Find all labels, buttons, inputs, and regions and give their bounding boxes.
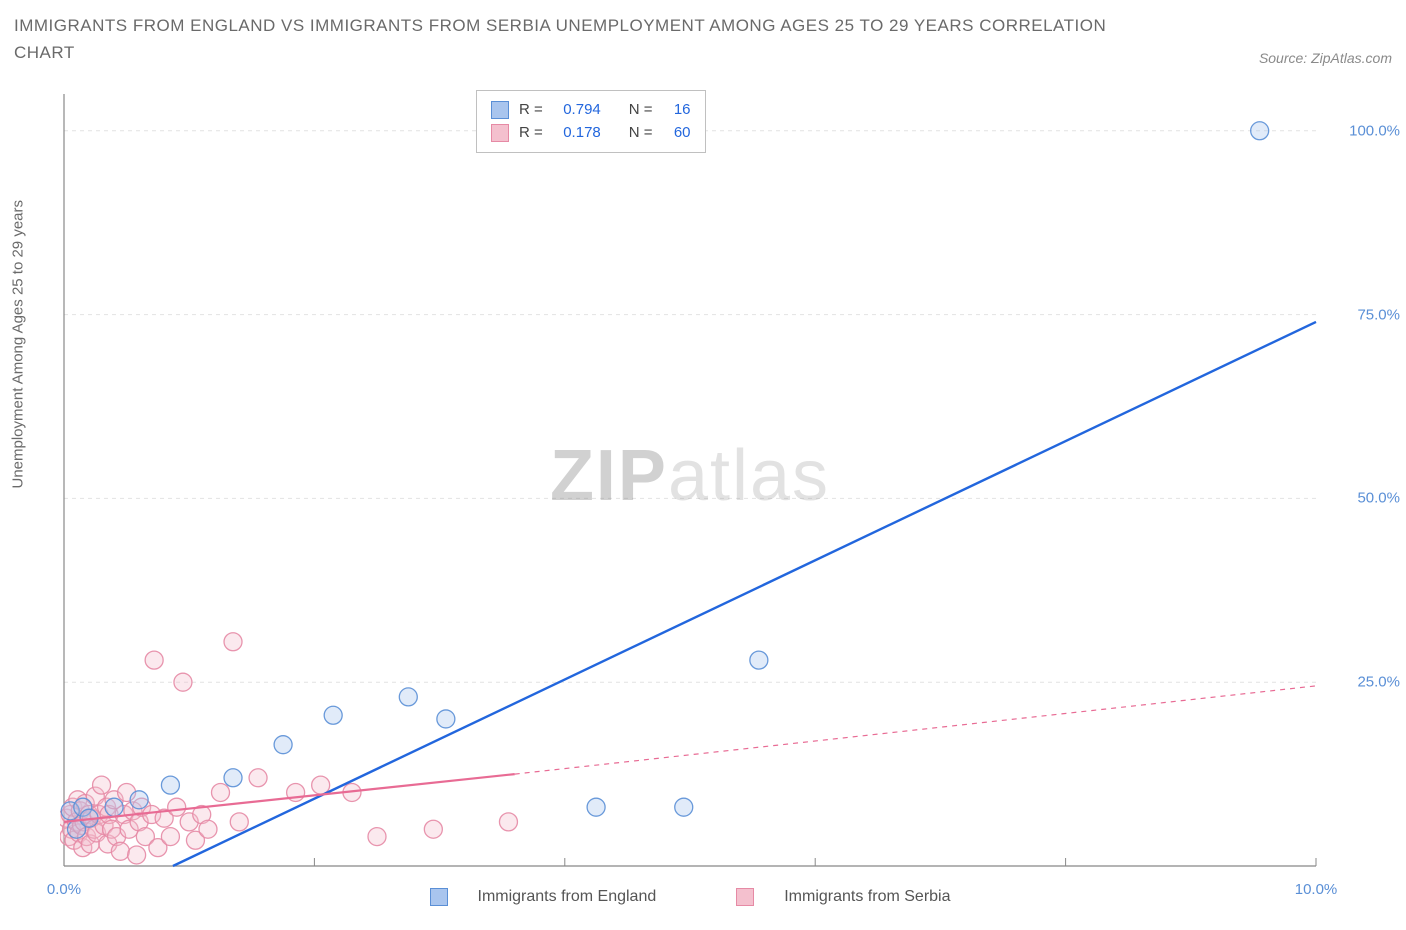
title-bar: IMMIGRANTS FROM ENGLAND VS IMMIGRANTS FR… xyxy=(14,12,1392,66)
r-label: R = xyxy=(519,98,543,121)
legend-label-serbia: Immigrants from Serbia xyxy=(784,888,950,906)
stats-row-serbia: R = 0.178 N = 60 xyxy=(491,121,691,144)
y-tick-label: 50.0% xyxy=(1357,490,1400,507)
bottom-legend: Immigrants from England Immigrants from … xyxy=(60,888,1320,906)
y-tick-label: 25.0% xyxy=(1357,674,1400,691)
chart-area: ZIPatlas R = 0.794 N = 16 R = 0.178 N = … xyxy=(60,90,1320,870)
r-value-england: 0.794 xyxy=(551,98,601,121)
scatter-plot-svg xyxy=(60,90,1320,870)
n-label: N = xyxy=(629,98,653,121)
stats-row-england: R = 0.794 N = 16 xyxy=(491,98,691,121)
n-label-2: N = xyxy=(629,121,653,144)
y-tick-label: 100.0% xyxy=(1349,122,1400,139)
r-label-2: R = xyxy=(519,121,543,144)
swatch-serbia xyxy=(491,124,509,142)
n-value-serbia: 60 xyxy=(661,121,691,144)
legend-swatch-serbia xyxy=(736,888,754,906)
n-value-england: 16 xyxy=(661,98,691,121)
chart-title: IMMIGRANTS FROM ENGLAND VS IMMIGRANTS FR… xyxy=(14,12,1114,66)
correlation-stats-box: R = 0.794 N = 16 R = 0.178 N = 60 xyxy=(476,90,706,153)
legend-label-england: Immigrants from England xyxy=(478,888,657,906)
y-axis-label: Unemployment Among Ages 25 to 29 years xyxy=(10,200,27,489)
y-tick-label: 75.0% xyxy=(1357,306,1400,323)
r-value-serbia: 0.178 xyxy=(551,121,601,144)
swatch-england xyxy=(491,101,509,119)
source-attribution: Source: ZipAtlas.com xyxy=(1259,50,1392,66)
legend-swatch-england xyxy=(430,888,448,906)
